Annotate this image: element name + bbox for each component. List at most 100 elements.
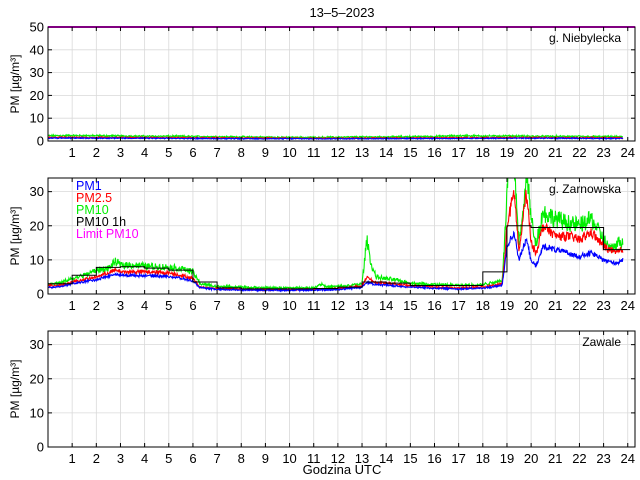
x-tick-label: 9	[262, 145, 269, 160]
y-tick-label: 10	[30, 405, 44, 420]
legend-entry: PM1	[76, 179, 102, 193]
y-tick-label: 30	[30, 184, 44, 199]
series-pm10-1h	[48, 225, 631, 290]
x-tick-label: 19	[500, 298, 514, 313]
x-tick-label: 15	[403, 451, 417, 466]
x-tick-label: 9	[262, 298, 269, 313]
x-tick-label: 20	[524, 451, 538, 466]
series-pm1	[48, 230, 624, 293]
x-tick-label: 8	[238, 451, 245, 466]
x-tick-label: 3	[117, 451, 124, 466]
x-tick-label: 23	[596, 298, 610, 313]
x-tick-label: 4	[141, 451, 148, 466]
x-tick-label: 14	[379, 451, 393, 466]
x-tick-label: 22	[572, 298, 586, 313]
x-tick-label: 7	[213, 145, 220, 160]
x-tick-label: 24	[621, 451, 635, 466]
x-tick-label: 18	[476, 145, 490, 160]
x-tick-label: 8	[238, 298, 245, 313]
x-tick-label: 21	[548, 451, 562, 466]
x-tick-label: 23	[596, 451, 610, 466]
x-tick-label: 20	[524, 298, 538, 313]
axes-box	[47, 177, 636, 295]
series-pm1	[48, 136, 624, 141]
x-tick-label: 16	[427, 451, 441, 466]
station-name: Zawale	[582, 335, 621, 349]
x-tick-label: 13	[355, 298, 369, 313]
x-tick-label: 2	[93, 298, 100, 313]
x-tick-label: 14	[379, 145, 393, 160]
x-tick-label: 11	[307, 298, 321, 313]
y-tick-label: 10	[30, 111, 44, 126]
x-tick-label: 1	[69, 145, 76, 160]
x-tick-label: 22	[572, 145, 586, 160]
x-tick-label: 6	[189, 298, 196, 313]
y-tick-label: 20	[30, 218, 44, 233]
x-tick-label: 15	[403, 298, 417, 313]
series-pm10	[48, 133, 624, 140]
x-tick-label: 2	[93, 145, 100, 160]
panel-2: 1 2 3 4 5 6 7 8 9 10 11 12 13 14 15 16 17 18 19 20 21 22 23 240…	[8, 177, 636, 313]
axes-box	[47, 26, 636, 142]
x-tick-label: 10	[282, 298, 296, 313]
x-tick-label: 7	[213, 451, 220, 466]
station-name: g. Niebylecka	[549, 31, 621, 45]
axes-box	[47, 330, 636, 448]
x-tick-label: 21	[548, 145, 562, 160]
x-tick-label: 4	[141, 145, 148, 160]
x-tick-label: 16	[427, 298, 441, 313]
x-tick-label: 5	[165, 298, 172, 313]
x-tick-label: 21	[548, 298, 562, 313]
grid	[48, 26, 635, 142]
x-tick-label: 18	[476, 298, 490, 313]
x-tick-label: 10	[282, 145, 296, 160]
x-tick-label: 12	[331, 298, 345, 313]
x-tick-label: 17	[451, 298, 465, 313]
legend-entry: PM10	[76, 203, 109, 217]
panel-1: 1 2 3 4 5 6 7 8 9 10 11 12 13 14 15 16 17 18 19 20 21 22 23 240…	[8, 20, 636, 160]
panel-3: 1 2 3 4 5 6 7 8 9 10 11 12 13 14 15 16 17 18 19 20 21 22 23 240…	[8, 330, 636, 466]
x-tick-label: 3	[117, 298, 124, 313]
x-tick-label: 9	[262, 451, 269, 466]
y-tick-label: 20	[30, 88, 44, 103]
series-pm25	[48, 189, 624, 293]
x-tick-label: 16	[427, 145, 441, 160]
legend-entry: PM10 1h	[76, 215, 126, 229]
x-tick-label: 23	[596, 145, 610, 160]
x-tick-label: 18	[476, 451, 490, 466]
y-tick-label: 40	[30, 42, 44, 57]
chart-title: 13–5–2023	[309, 5, 374, 20]
x-tick-label: 13	[355, 145, 369, 160]
legend-entry: Limit PM10	[76, 227, 139, 241]
panels: 1 2 3 4 5 6 7 8 9 10 11 12 13 14 15 16 17 18 19 20 21 22 23 240…	[8, 20, 636, 466]
y-tick-label: 30	[30, 337, 44, 352]
x-tick-label: 8	[238, 145, 245, 160]
legend-entry: PM2.5	[76, 191, 112, 205]
x-tick-label: 5	[165, 145, 172, 160]
x-tick-label: 15	[403, 145, 417, 160]
grid	[48, 331, 635, 448]
x-tick-label: 6	[189, 451, 196, 466]
station-name: g. Zarnowska	[549, 182, 621, 196]
x-tick-label: 12	[331, 451, 345, 466]
x-tick-label: 10	[282, 451, 296, 466]
y-tick-label: 30	[30, 65, 44, 80]
x-tick-label: 17	[451, 451, 465, 466]
x-tick-label: 24	[621, 298, 635, 313]
x-tick-label: 6	[189, 145, 196, 160]
x-tick-label: 1	[69, 298, 76, 313]
x-tick-label: 4	[141, 298, 148, 313]
x-tick-label: 17	[451, 145, 465, 160]
y-tick-label: 20	[30, 371, 44, 386]
x-tick-label: 5	[165, 451, 172, 466]
x-tick-label: 24	[621, 145, 635, 160]
x-tick-label: 3	[117, 145, 124, 160]
x-tick-label: 2	[93, 451, 100, 466]
series-group	[48, 133, 624, 141]
x-tick-label: 11	[307, 145, 321, 160]
y-axis-label: PM [µg/m³]	[8, 55, 22, 114]
x-tick-label: 13	[355, 451, 369, 466]
y-axis-label: PM [µg/m³]	[8, 360, 22, 419]
